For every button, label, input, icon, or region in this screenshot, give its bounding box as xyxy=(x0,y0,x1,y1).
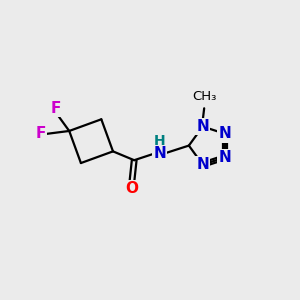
Text: O: O xyxy=(125,181,138,196)
Text: F: F xyxy=(51,101,61,116)
Text: H: H xyxy=(154,134,166,148)
Text: CH₃: CH₃ xyxy=(192,90,216,103)
Text: N: N xyxy=(219,126,232,141)
Text: N: N xyxy=(196,119,209,134)
Text: N: N xyxy=(219,150,232,165)
Text: N: N xyxy=(153,146,166,161)
Text: N: N xyxy=(196,157,209,172)
Text: F: F xyxy=(36,126,46,141)
